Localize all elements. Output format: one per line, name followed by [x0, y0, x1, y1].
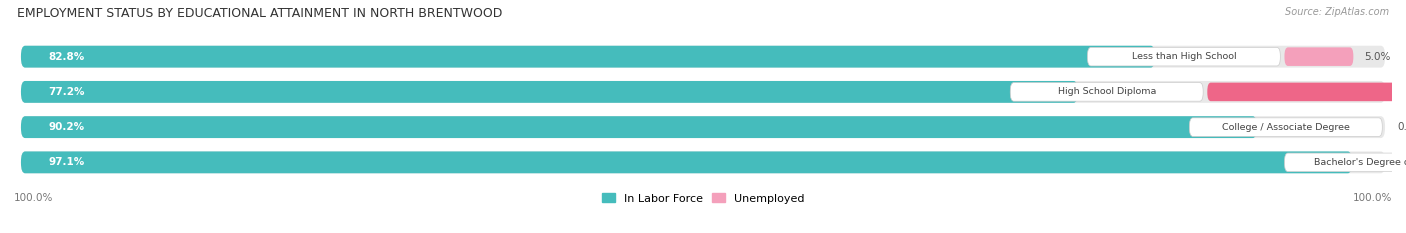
Text: 100.0%: 100.0%	[1353, 193, 1392, 203]
Text: Less than High School: Less than High School	[1132, 52, 1236, 61]
FancyBboxPatch shape	[21, 151, 1353, 173]
Text: EMPLOYMENT STATUS BY EDUCATIONAL ATTAINMENT IN NORTH BRENTWOOD: EMPLOYMENT STATUS BY EDUCATIONAL ATTAINM…	[17, 7, 502, 20]
Legend: In Labor Force, Unemployed: In Labor Force, Unemployed	[598, 189, 808, 208]
FancyBboxPatch shape	[21, 81, 1078, 103]
FancyBboxPatch shape	[21, 46, 1154, 68]
Text: 5.0%: 5.0%	[1364, 52, 1391, 62]
FancyBboxPatch shape	[21, 116, 1385, 138]
Text: Source: ZipAtlas.com: Source: ZipAtlas.com	[1285, 7, 1389, 17]
Text: 97.1%: 97.1%	[48, 157, 84, 167]
FancyBboxPatch shape	[21, 151, 1385, 173]
Text: 82.8%: 82.8%	[48, 52, 84, 62]
Text: High School Diploma: High School Diploma	[1057, 87, 1156, 96]
FancyBboxPatch shape	[21, 81, 1385, 103]
FancyBboxPatch shape	[1208, 83, 1406, 101]
FancyBboxPatch shape	[1087, 47, 1281, 66]
FancyBboxPatch shape	[1285, 153, 1406, 172]
FancyBboxPatch shape	[1189, 118, 1382, 136]
Text: Bachelor's Degree or higher: Bachelor's Degree or higher	[1315, 158, 1406, 167]
Text: 77.2%: 77.2%	[48, 87, 84, 97]
FancyBboxPatch shape	[1011, 83, 1204, 101]
FancyBboxPatch shape	[1285, 47, 1354, 66]
FancyBboxPatch shape	[21, 116, 1257, 138]
Text: 100.0%: 100.0%	[14, 193, 53, 203]
Text: 90.2%: 90.2%	[48, 122, 84, 132]
Text: College / Associate Degree: College / Associate Degree	[1222, 123, 1350, 132]
Text: 0.0%: 0.0%	[1398, 122, 1406, 132]
FancyBboxPatch shape	[21, 46, 1385, 68]
